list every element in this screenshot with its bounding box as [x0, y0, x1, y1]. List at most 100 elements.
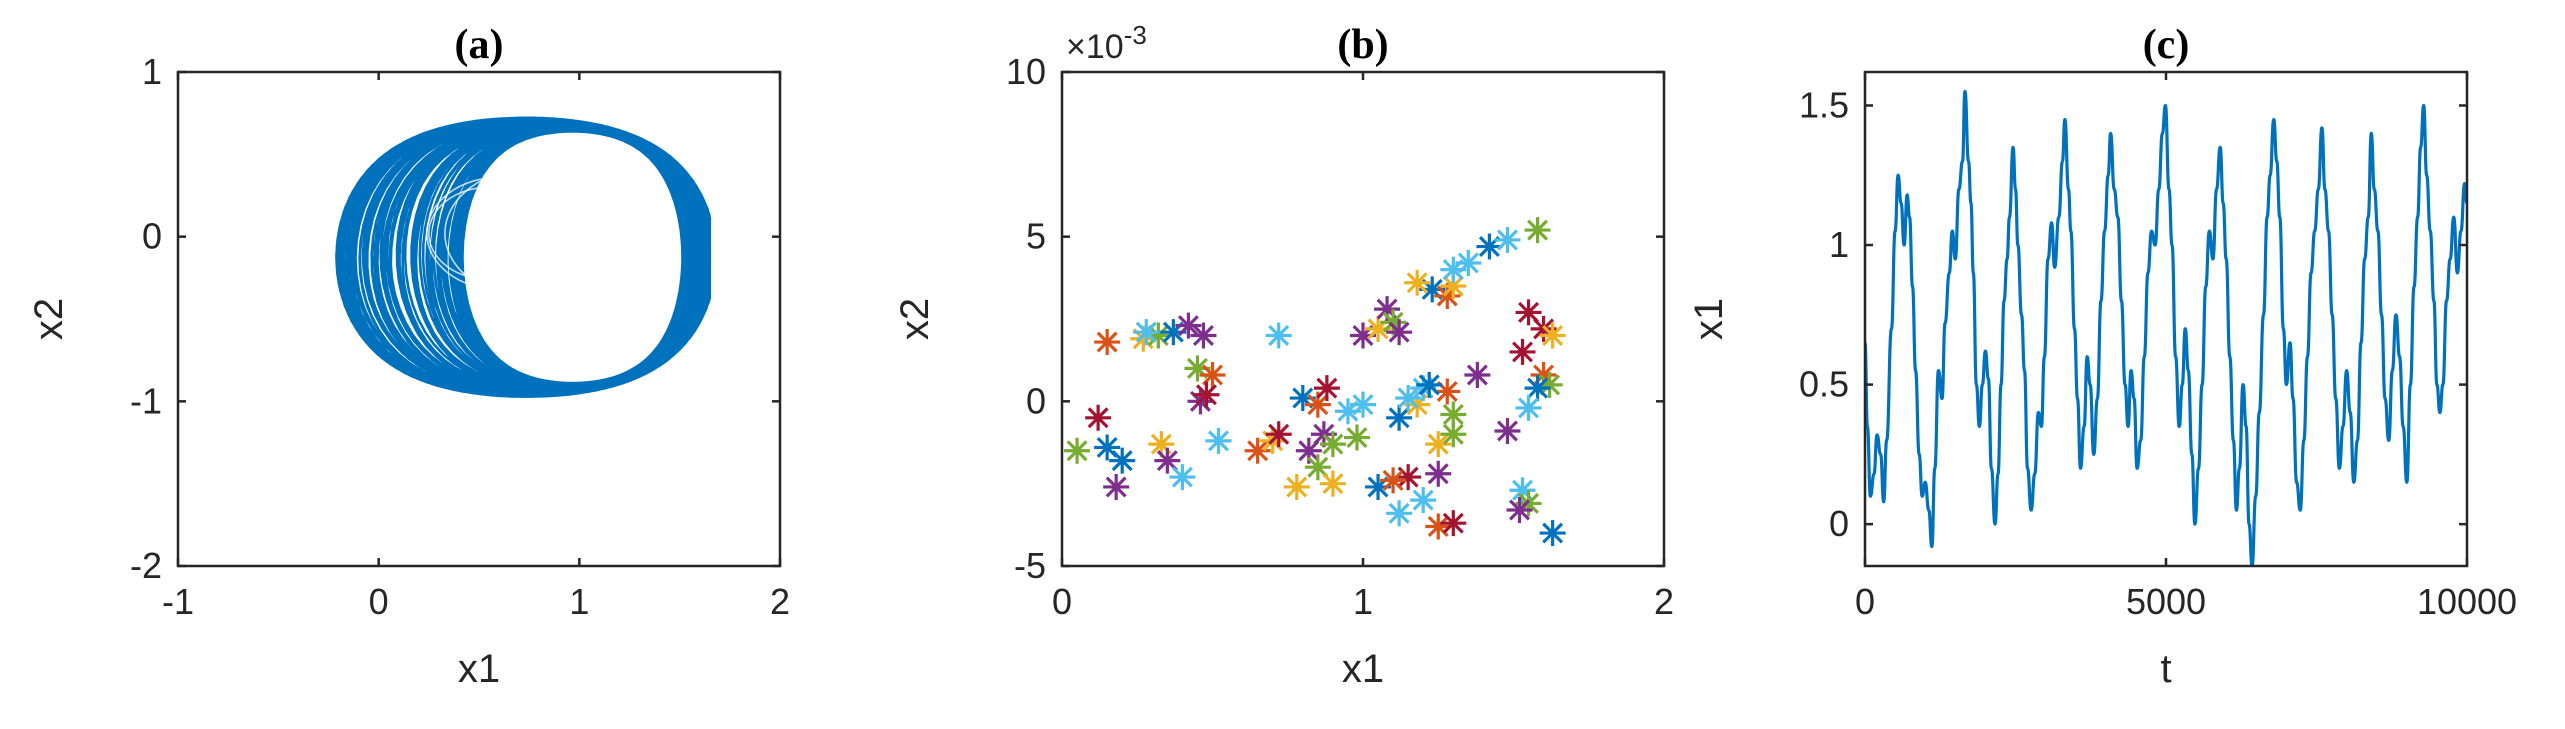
- scatter-point: [1169, 464, 1196, 491]
- scatter-point: [1536, 371, 1563, 398]
- scatter-point: [1199, 361, 1226, 388]
- scatter-point: [1404, 391, 1431, 418]
- scatter-point: [1365, 315, 1392, 342]
- y-tick-label: 0: [1026, 380, 1046, 421]
- panel-c: 0 5000 10000 0 0.5 1 1.5 (c) t x1: [1687, 22, 2517, 691]
- scatter-point: [1425, 513, 1452, 540]
- x-tick-label: -1: [162, 581, 194, 622]
- scatter-point: [1476, 233, 1503, 260]
- y-tick-label: -5: [1014, 545, 1046, 586]
- scatter-point: [1283, 473, 1310, 500]
- panel-b-plot-area: [1064, 217, 1566, 547]
- scatter-point: [1265, 322, 1292, 349]
- x-tick-label: 5000: [2126, 581, 2206, 622]
- scatter-point: [1509, 477, 1536, 504]
- scatter-point: [1154, 447, 1181, 474]
- scatter-point: [1190, 322, 1217, 349]
- scatter-point: [1515, 490, 1542, 517]
- scatter-point: [1310, 421, 1337, 448]
- scatter-point: [1133, 319, 1160, 346]
- trajectory-gap-ring: [426, 176, 573, 291]
- panel-c-x-axis-label: t: [2160, 647, 2171, 691]
- scatter-point: [1455, 250, 1482, 277]
- y-tick-label: 0: [142, 216, 162, 257]
- scatter-point: [1350, 391, 1376, 418]
- scatter-point: [1319, 431, 1346, 458]
- scatter-point: [1494, 226, 1521, 253]
- panel-b-x-axis-label: x1: [1342, 647, 1384, 691]
- scatter-point: [1380, 309, 1407, 336]
- panel-b-title: (b): [1337, 22, 1388, 68]
- scatter-point: [1374, 296, 1401, 323]
- scatter-point: [1509, 338, 1536, 365]
- scatter-point: [1313, 375, 1340, 402]
- panel-c-plot-area: [1865, 89, 2467, 566]
- scatter-point: [1386, 319, 1413, 346]
- x-tick-label: 0: [1052, 581, 1072, 622]
- x-tick-label: 0: [1855, 581, 1875, 622]
- scatter-point: [1175, 312, 1202, 339]
- trajectory-gap-ring: [498, 158, 621, 309]
- scatter-point: [1440, 401, 1467, 428]
- scatter-point: [1265, 421, 1292, 448]
- scatter-point: [1524, 375, 1551, 402]
- x-tick-label: 2: [1654, 581, 1674, 622]
- scatter-point: [1289, 385, 1316, 412]
- panel-a-title: (a): [455, 22, 504, 68]
- panel-c-title: (c): [2143, 22, 2190, 68]
- scatter-point: [1094, 329, 1121, 356]
- scatter-point: [1425, 460, 1452, 487]
- scatter-point: [1440, 510, 1467, 537]
- scatter-point: [1515, 299, 1542, 326]
- scatter-point: [1064, 437, 1091, 464]
- scatter-point: [1440, 256, 1467, 283]
- panel-a-y-axis-label: x2: [27, 298, 71, 340]
- x-tick-label: 1: [1353, 581, 1373, 622]
- scatter-point: [1160, 319, 1187, 346]
- x-tick-label: 1: [569, 581, 589, 622]
- scatter-point: [1395, 385, 1422, 412]
- panel-b-y-multiplier: ×10-3: [1066, 20, 1147, 66]
- y-tick-label: 0: [1829, 503, 1849, 544]
- scatter-point: [1184, 355, 1211, 382]
- x1-time-series-line: [1865, 89, 2467, 566]
- scatter-point: [1085, 404, 1112, 431]
- y-tick-label: 1: [142, 51, 162, 92]
- scatter-point: [1103, 473, 1130, 500]
- scatter-point: [1380, 467, 1407, 494]
- y-tick-label: 0.5: [1799, 364, 1849, 405]
- panel-c-y-ticks: 0 0.5 1 1.5: [1799, 84, 2467, 544]
- scatter-point: [1416, 371, 1443, 398]
- y-tick-label: 1.5: [1799, 84, 1849, 125]
- scatter-point: [1145, 322, 1172, 349]
- panel-b-y-axis-label: x2: [893, 298, 937, 340]
- scatter-point: [1386, 404, 1413, 431]
- scatter-point: [1109, 447, 1136, 474]
- y-tick-label: 1: [1829, 224, 1849, 265]
- panel-b-y-ticks: -5 0 5 10: [1006, 51, 1664, 586]
- scatter-point: [1539, 520, 1566, 547]
- scatter-point: [1094, 434, 1121, 461]
- scatter-point: [1193, 381, 1220, 408]
- panel-a-axes-frame: [176, 70, 782, 568]
- panel-c-x-ticks: 0 5000 10000: [1855, 72, 2517, 622]
- scatter-point: [1524, 217, 1551, 244]
- scatter-point: [1319, 470, 1346, 497]
- panel-b-x-ticks: 0 1 2: [1052, 72, 1674, 622]
- trajectory-gap-ring: [428, 186, 551, 281]
- y-tick-label: -2: [130, 545, 162, 586]
- panel-a-x-axis-label: x1: [458, 647, 500, 691]
- scatter-point: [1244, 437, 1271, 464]
- scatter-point: [1410, 375, 1437, 402]
- y-tick-label: 5: [1026, 216, 1046, 257]
- scatter-point: [1434, 378, 1461, 405]
- scatter-point: [1304, 454, 1331, 481]
- scatter-point: [1350, 322, 1376, 349]
- scatter-point: [1343, 424, 1370, 451]
- panel-b-y-multiplier-base: ×10: [1066, 28, 1124, 66]
- scatter-point: [1494, 417, 1521, 444]
- scatter-point: [1295, 437, 1322, 464]
- scatter-point: [1404, 269, 1431, 296]
